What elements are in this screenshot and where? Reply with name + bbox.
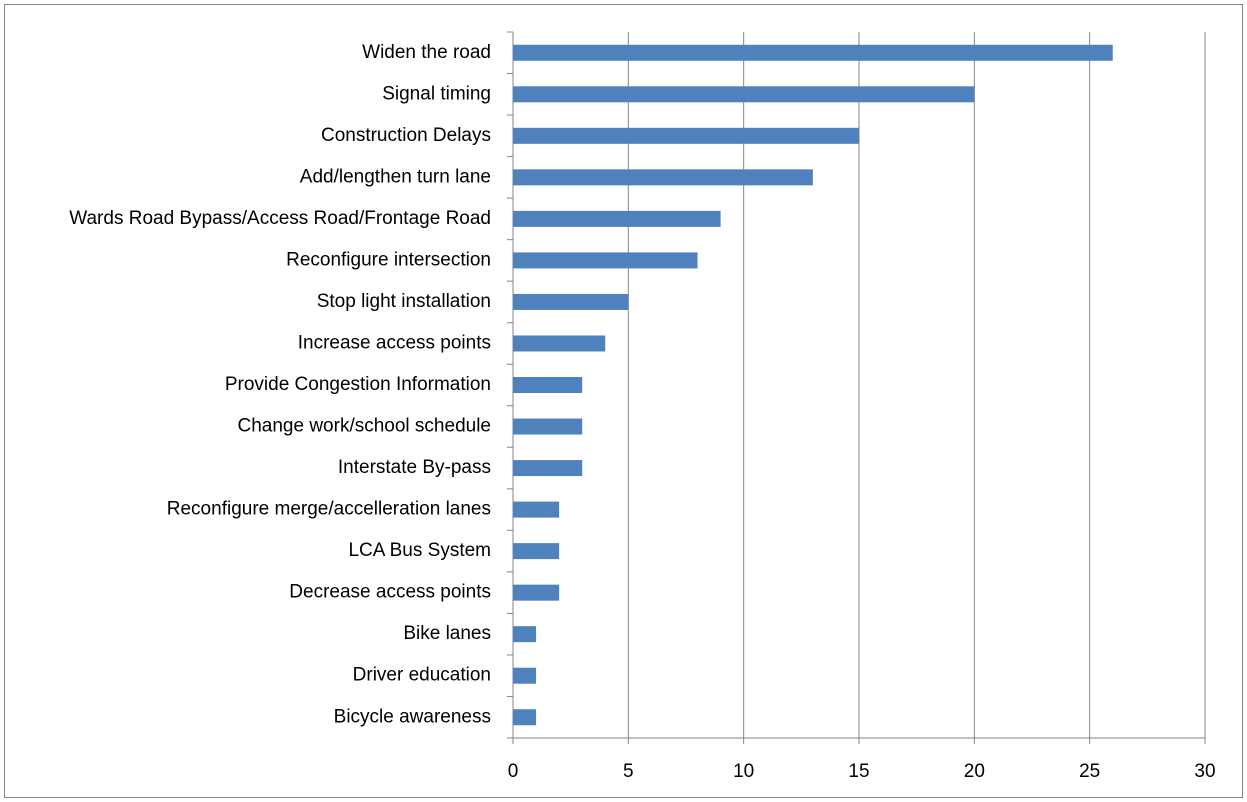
y-tick-label: Interstate By-pass: [338, 457, 491, 478]
y-tick-label: Construction Delays: [321, 125, 491, 146]
x-tick-label: 15: [848, 761, 869, 782]
x-tick-label: 25: [1079, 761, 1100, 782]
bar: [513, 210, 721, 227]
bar: [513, 418, 583, 435]
y-tick-label: Reconfigure merge/accelleration lanes: [167, 499, 491, 520]
bar: [513, 127, 859, 144]
bar: [513, 584, 560, 601]
bar: [513, 377, 583, 393]
bar: [513, 86, 975, 103]
chart-border: [4, 4, 1243, 798]
bar: [513, 169, 813, 186]
y-tick-label: Increase access points: [298, 332, 491, 353]
bar: [513, 543, 560, 560]
bar: [513, 252, 698, 269]
x-tick-label: 10: [733, 761, 754, 782]
bar: [513, 709, 537, 726]
y-tick-label: LCA Bus System: [348, 540, 491, 561]
y-tick-label: Provide Congestion Information: [225, 374, 491, 395]
y-tick-label: Wards Road Bypass/Access Road/Frontage R…: [69, 208, 491, 229]
bar: [513, 460, 583, 477]
x-tick-label: 20: [964, 761, 985, 782]
bar: [513, 626, 537, 643]
y-tick-label: Stop light installation: [317, 291, 491, 312]
y-tick-label: Reconfigure intersection: [286, 249, 491, 270]
y-tick-label: Driver education: [353, 665, 491, 686]
bar: [513, 44, 1113, 61]
y-tick-label: Change work/school schedule: [238, 416, 492, 437]
bar: [513, 335, 606, 352]
x-tick-label: 0: [508, 761, 519, 782]
bar: [513, 667, 537, 684]
y-tick-label: Add/lengthen turn lane: [300, 166, 491, 187]
x-tick-label: 30: [1194, 761, 1215, 782]
bar: [513, 293, 629, 310]
x-tick-label: 5: [623, 761, 634, 782]
y-tick-label: Widen the road: [362, 42, 491, 63]
y-tick-label: Bike lanes: [403, 623, 491, 644]
bar: [513, 501, 560, 518]
y-tick-label: Signal timing: [382, 83, 491, 104]
y-tick-label: Bicycle awareness: [334, 706, 491, 727]
y-tick-label: Decrease access points: [289, 582, 491, 603]
